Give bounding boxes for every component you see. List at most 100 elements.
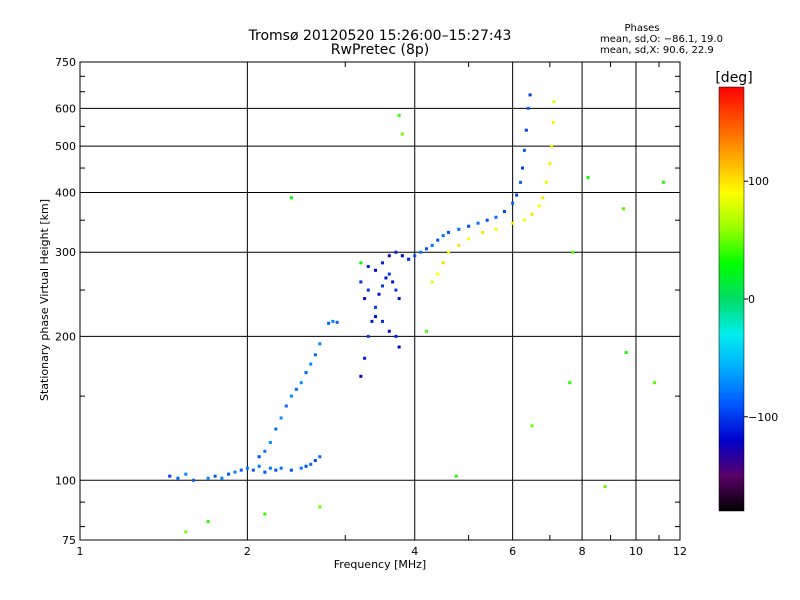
data-point	[624, 351, 628, 355]
data-point	[550, 144, 554, 148]
data-point	[318, 455, 322, 459]
data-point	[524, 128, 528, 132]
colorbar-label: [deg]	[715, 70, 752, 86]
data-point	[467, 237, 471, 241]
data-point	[446, 230, 450, 234]
data-point	[191, 478, 195, 482]
data-point	[304, 371, 308, 375]
data-point	[380, 284, 384, 288]
data-point	[327, 321, 331, 325]
data-point	[239, 468, 243, 472]
data-point	[373, 268, 377, 272]
data-point	[502, 210, 506, 214]
series-e-region-lower	[168, 455, 322, 482]
y-tick-label: 75	[62, 534, 76, 547]
data-point	[251, 468, 255, 472]
data-point	[359, 374, 363, 378]
x-tick-label: 8	[579, 545, 586, 558]
data-point	[227, 472, 231, 476]
series-f2-ordinary	[407, 93, 532, 261]
data-point	[309, 362, 313, 366]
chart-title: Tromsø 20120520 15:26:00–15:27:43	[248, 28, 512, 44]
data-point	[394, 250, 398, 254]
data-point	[387, 254, 391, 258]
data-point	[366, 265, 370, 269]
data-point	[289, 394, 293, 398]
data-point	[213, 474, 217, 478]
data-point	[400, 132, 404, 136]
data-point	[176, 476, 180, 480]
phase-info-o: mean, sd,O: −86.1, 19.0	[600, 34, 723, 45]
data-point	[370, 319, 374, 323]
plot-area	[79, 61, 681, 541]
data-point	[359, 280, 363, 284]
data-point	[294, 387, 298, 391]
data-point	[168, 474, 172, 478]
data-point	[515, 193, 519, 197]
plot-frame	[79, 61, 681, 541]
phase-info-x: mean, sd,X: 90.6, 22.9	[600, 45, 714, 56]
data-point	[394, 334, 398, 338]
chart-subtitle: RwPretec (8p)	[331, 42, 429, 58]
series-f2-extraordinary	[430, 100, 556, 284]
data-point	[457, 243, 461, 247]
data-point	[436, 238, 440, 242]
data-point	[257, 455, 261, 459]
data-point	[394, 288, 398, 292]
data-point	[519, 180, 523, 184]
data-point	[184, 472, 188, 476]
data-point	[425, 247, 429, 251]
data-point	[530, 424, 534, 428]
data-point	[268, 440, 272, 444]
data-point	[206, 476, 210, 480]
data-point	[494, 215, 498, 219]
y-axis-label: Stationary phase Virtual Height [km]	[38, 199, 51, 401]
data-point	[653, 381, 657, 385]
data-point	[366, 334, 370, 338]
data-point	[289, 196, 293, 200]
data-point	[397, 345, 401, 349]
data-point	[407, 257, 411, 261]
data-point	[257, 464, 261, 468]
data-point	[391, 280, 395, 284]
data-point	[522, 218, 526, 222]
data-point	[552, 100, 556, 104]
data-point	[511, 201, 515, 205]
data-point	[441, 234, 445, 238]
data-point	[304, 464, 308, 468]
colorbar-tick-label: −100	[748, 411, 778, 424]
data-point	[441, 261, 445, 265]
y-tick-label: 750	[55, 56, 76, 69]
data-point	[622, 207, 626, 211]
data-point	[522, 148, 526, 152]
data-point	[544, 180, 548, 184]
data-point	[586, 175, 590, 179]
colorbar: [deg] 100 0 −100	[715, 70, 778, 512]
data-point	[494, 227, 498, 231]
data-point	[268, 466, 272, 470]
data-point	[528, 93, 532, 97]
x-tick-label: 4	[411, 545, 418, 558]
data-point	[335, 320, 339, 324]
data-point	[481, 230, 485, 234]
data-point	[377, 292, 381, 296]
data-point	[299, 381, 303, 385]
data-point	[436, 272, 440, 276]
grid-lines	[80, 62, 680, 540]
x-tick-label: 1	[77, 545, 84, 558]
x-tick-label: 12	[673, 545, 687, 558]
data-point	[220, 476, 224, 480]
data-point	[397, 297, 401, 301]
data-point	[526, 106, 530, 110]
data-point	[279, 416, 283, 420]
x-tick-label: 10	[629, 545, 643, 558]
data-point	[380, 319, 384, 323]
data-point	[511, 221, 515, 225]
data-point	[430, 243, 434, 247]
series-f1-cusp-band	[359, 250, 411, 378]
data-point	[309, 462, 313, 466]
data-points	[168, 93, 665, 534]
data-point	[318, 342, 322, 346]
data-point	[419, 250, 423, 254]
data-point	[366, 288, 370, 292]
